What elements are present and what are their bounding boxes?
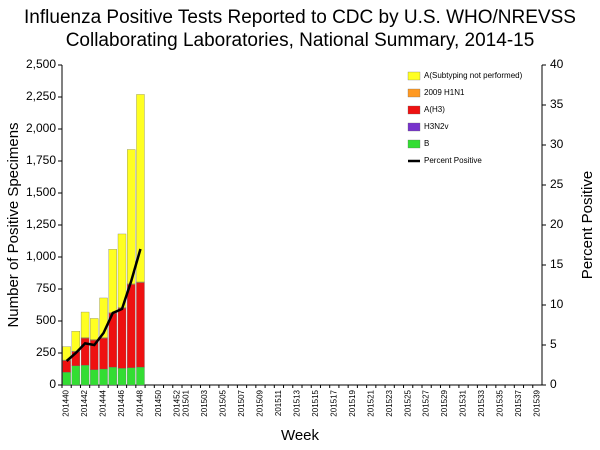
- legend-swatch: [407, 105, 421, 115]
- x-tick-label: 201513: [292, 389, 301, 416]
- x-tick-label: 201515: [311, 389, 320, 416]
- bar: [136, 366, 145, 386]
- x-tick-label: 201523: [385, 389, 394, 416]
- bar: [80, 311, 90, 338]
- y2-tick-label: 35: [550, 97, 564, 111]
- bar: [108, 249, 117, 313]
- y2-tick-label: 20: [550, 217, 564, 231]
- x-tick-label: 201452: [172, 389, 181, 416]
- x-tick-label: 201521: [366, 389, 375, 416]
- y-tick-label: 1,750: [26, 153, 56, 167]
- legend-label: A(Subtyping not performed): [424, 71, 523, 80]
- x-tick-label: 201539: [532, 389, 541, 416]
- y2-tick-label: 10: [550, 297, 564, 311]
- x-tick-label: 201503: [200, 389, 209, 416]
- x-tick-label: 201529: [440, 389, 449, 416]
- y-axis-label: Number of Positive Specimens: [5, 122, 22, 327]
- x-tick-label: 201533: [477, 389, 486, 416]
- x-tick-label: 201537: [514, 389, 523, 416]
- y2-tick-label: 5: [550, 337, 557, 351]
- bar: [99, 338, 108, 370]
- x-tick-label: 201525: [403, 389, 412, 416]
- y2-tick-label: 25: [550, 177, 564, 191]
- legend-label: H3N2v: [424, 122, 448, 131]
- bar: [62, 360, 71, 373]
- y-tick-label: 750: [36, 281, 56, 295]
- y-tick-label: 1,500: [26, 185, 56, 199]
- chart-title: Influenza Positive Tests Reported to CDC…: [24, 7, 576, 28]
- line: [65, 248, 142, 362]
- x-tick-label: 201505: [219, 389, 228, 416]
- x-tick-label: 201527: [422, 389, 431, 416]
- bar: [99, 368, 108, 386]
- bar: [71, 331, 81, 352]
- bar: [117, 308, 127, 369]
- x-tick-label: 201511: [274, 389, 283, 416]
- y2-tick-label: 15: [550, 257, 564, 271]
- y-tick-label: 1,000: [26, 249, 56, 263]
- legend-label: Percent Positive: [424, 156, 482, 165]
- x-tick-label: 201519: [348, 389, 357, 416]
- bar: [127, 367, 136, 386]
- bar: [90, 318, 99, 340]
- legend-label: 2009 H1N1: [424, 88, 465, 97]
- y-tick-label: 0: [49, 377, 56, 391]
- y2-tick-label: 0: [550, 377, 557, 391]
- bar: [99, 297, 108, 338]
- y2-tick-label: 30: [550, 137, 564, 151]
- y2-tick-label: 40: [550, 57, 564, 71]
- bar: [108, 366, 117, 386]
- x-tick-label: 201507: [237, 389, 246, 416]
- bar: [117, 368, 127, 386]
- y-tick-label: 500: [36, 313, 56, 327]
- y-tick-label: 1,250: [26, 217, 56, 231]
- legend-label: B: [424, 139, 429, 148]
- bar: [136, 282, 145, 368]
- x-tick-label: 201442: [80, 389, 89, 416]
- x-tick-label: 201517: [329, 389, 338, 416]
- x-tick-label: 201448: [136, 389, 145, 416]
- legend-swatch: [407, 122, 421, 132]
- legend-swatch: [407, 88, 421, 98]
- x-tick-label: 201444: [99, 389, 108, 416]
- x-tick-label: 201446: [117, 389, 126, 416]
- x-tick-label: 201450: [154, 389, 163, 416]
- x-tick-label: 201535: [496, 389, 505, 416]
- bar: [80, 365, 90, 386]
- y2-axis-label: Percent Positive: [579, 171, 596, 279]
- bar: [127, 284, 136, 368]
- legend-swatch: [407, 139, 421, 149]
- bar: [136, 94, 145, 283]
- y-tick-label: 2,000: [26, 121, 56, 135]
- x-axis-label: Week: [281, 427, 320, 444]
- bar: [127, 149, 136, 285]
- x-tick-label: 201501: [182, 389, 191, 416]
- bar: [62, 372, 71, 386]
- y-tick-label: 2,500: [26, 57, 56, 71]
- chart-title: Collaborating Laboratories, National Sum…: [66, 30, 535, 51]
- legend-label: A(H3): [424, 105, 445, 114]
- x-tick-label: 201440: [62, 389, 71, 416]
- legend-swatch: [407, 71, 421, 81]
- bar: [71, 365, 81, 386]
- x-tick-label: 201531: [459, 389, 468, 416]
- bar: [90, 369, 99, 386]
- y-tick-label: 2,250: [26, 89, 56, 103]
- x-tick-label: 201509: [256, 389, 265, 416]
- y-tick-label: 250: [36, 345, 56, 359]
